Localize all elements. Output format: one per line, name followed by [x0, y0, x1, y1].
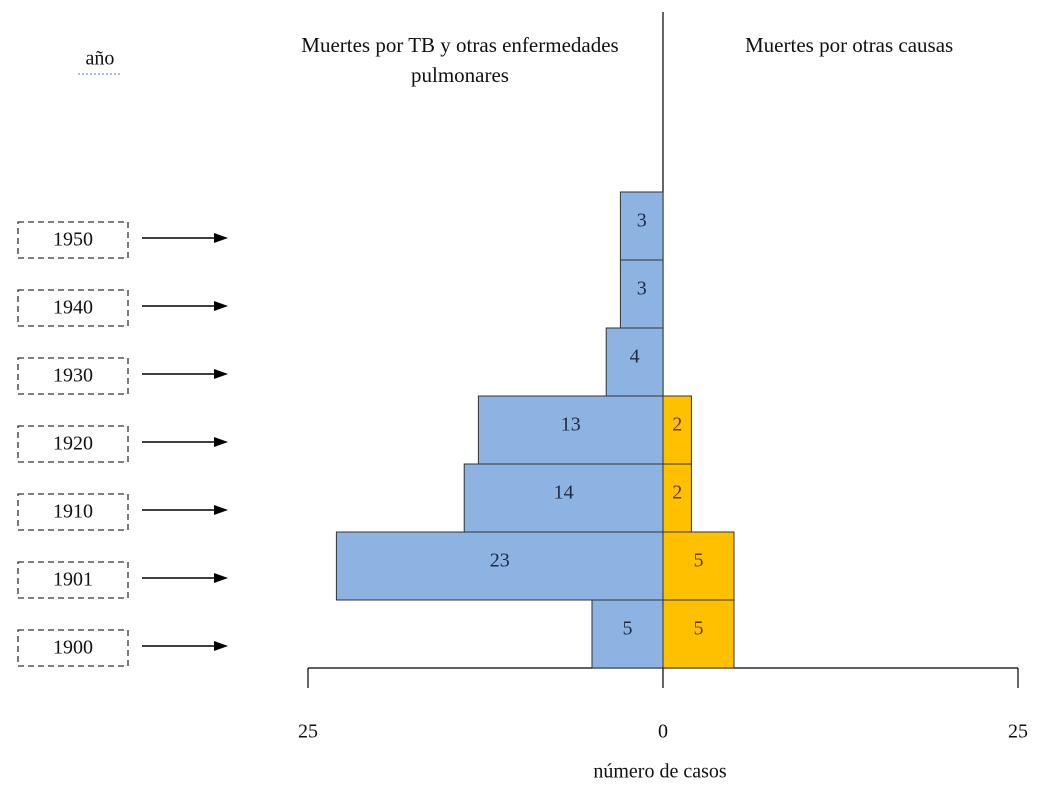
category-label: 1901	[53, 569, 93, 591]
bar	[662, 599, 735, 669]
value-label: 3	[637, 210, 647, 232]
bar	[463, 463, 664, 533]
category-label: 1940	[53, 297, 93, 319]
bar	[605, 327, 664, 397]
arrow-head	[214, 437, 228, 447]
value-label: 2	[672, 482, 682, 504]
arrow-head	[214, 301, 228, 311]
bar	[477, 395, 664, 465]
bar	[591, 599, 664, 669]
x-tick-label: 25	[1008, 721, 1028, 743]
category-label: 1920	[53, 433, 93, 455]
series-header: Muertes por TB y otras enfermedades pulm…	[301, 33, 619, 87]
x-tick-label: 25	[298, 721, 318, 743]
value-label: 4	[630, 346, 640, 368]
value-label: 5	[694, 550, 704, 572]
value-label: 23	[490, 550, 510, 572]
bar	[662, 395, 692, 465]
category-axis-label: año	[86, 48, 115, 70]
value-label: 5	[623, 618, 633, 640]
bar	[662, 531, 735, 601]
arrow-head	[214, 505, 228, 515]
category-label: 1900	[53, 637, 93, 659]
x-axis-label: número de casos	[593, 761, 727, 783]
year-box	[17, 425, 129, 463]
value-label: 13	[561, 414, 581, 436]
year-box	[17, 629, 129, 667]
category-label: 1950	[53, 229, 93, 251]
year-box	[17, 561, 129, 599]
bar	[662, 463, 692, 533]
series-header: Muertes por otras causas	[745, 33, 954, 57]
year-box	[17, 221, 129, 259]
year-box	[17, 493, 129, 531]
arrow-head	[214, 233, 228, 243]
value-label: 14	[554, 482, 574, 504]
bar	[619, 259, 664, 329]
x-tick-label: 0	[658, 721, 668, 743]
arrow-head	[214, 641, 228, 651]
year-box	[17, 289, 129, 327]
bar	[619, 191, 664, 261]
category-label: 1910	[53, 501, 93, 523]
value-label: 2	[672, 414, 682, 436]
value-label: 5	[694, 618, 704, 640]
category-label: 1930	[53, 365, 93, 387]
year-box	[17, 357, 129, 395]
arrow-head	[214, 573, 228, 583]
arrow-head	[214, 369, 228, 379]
value-label: 3	[637, 278, 647, 300]
